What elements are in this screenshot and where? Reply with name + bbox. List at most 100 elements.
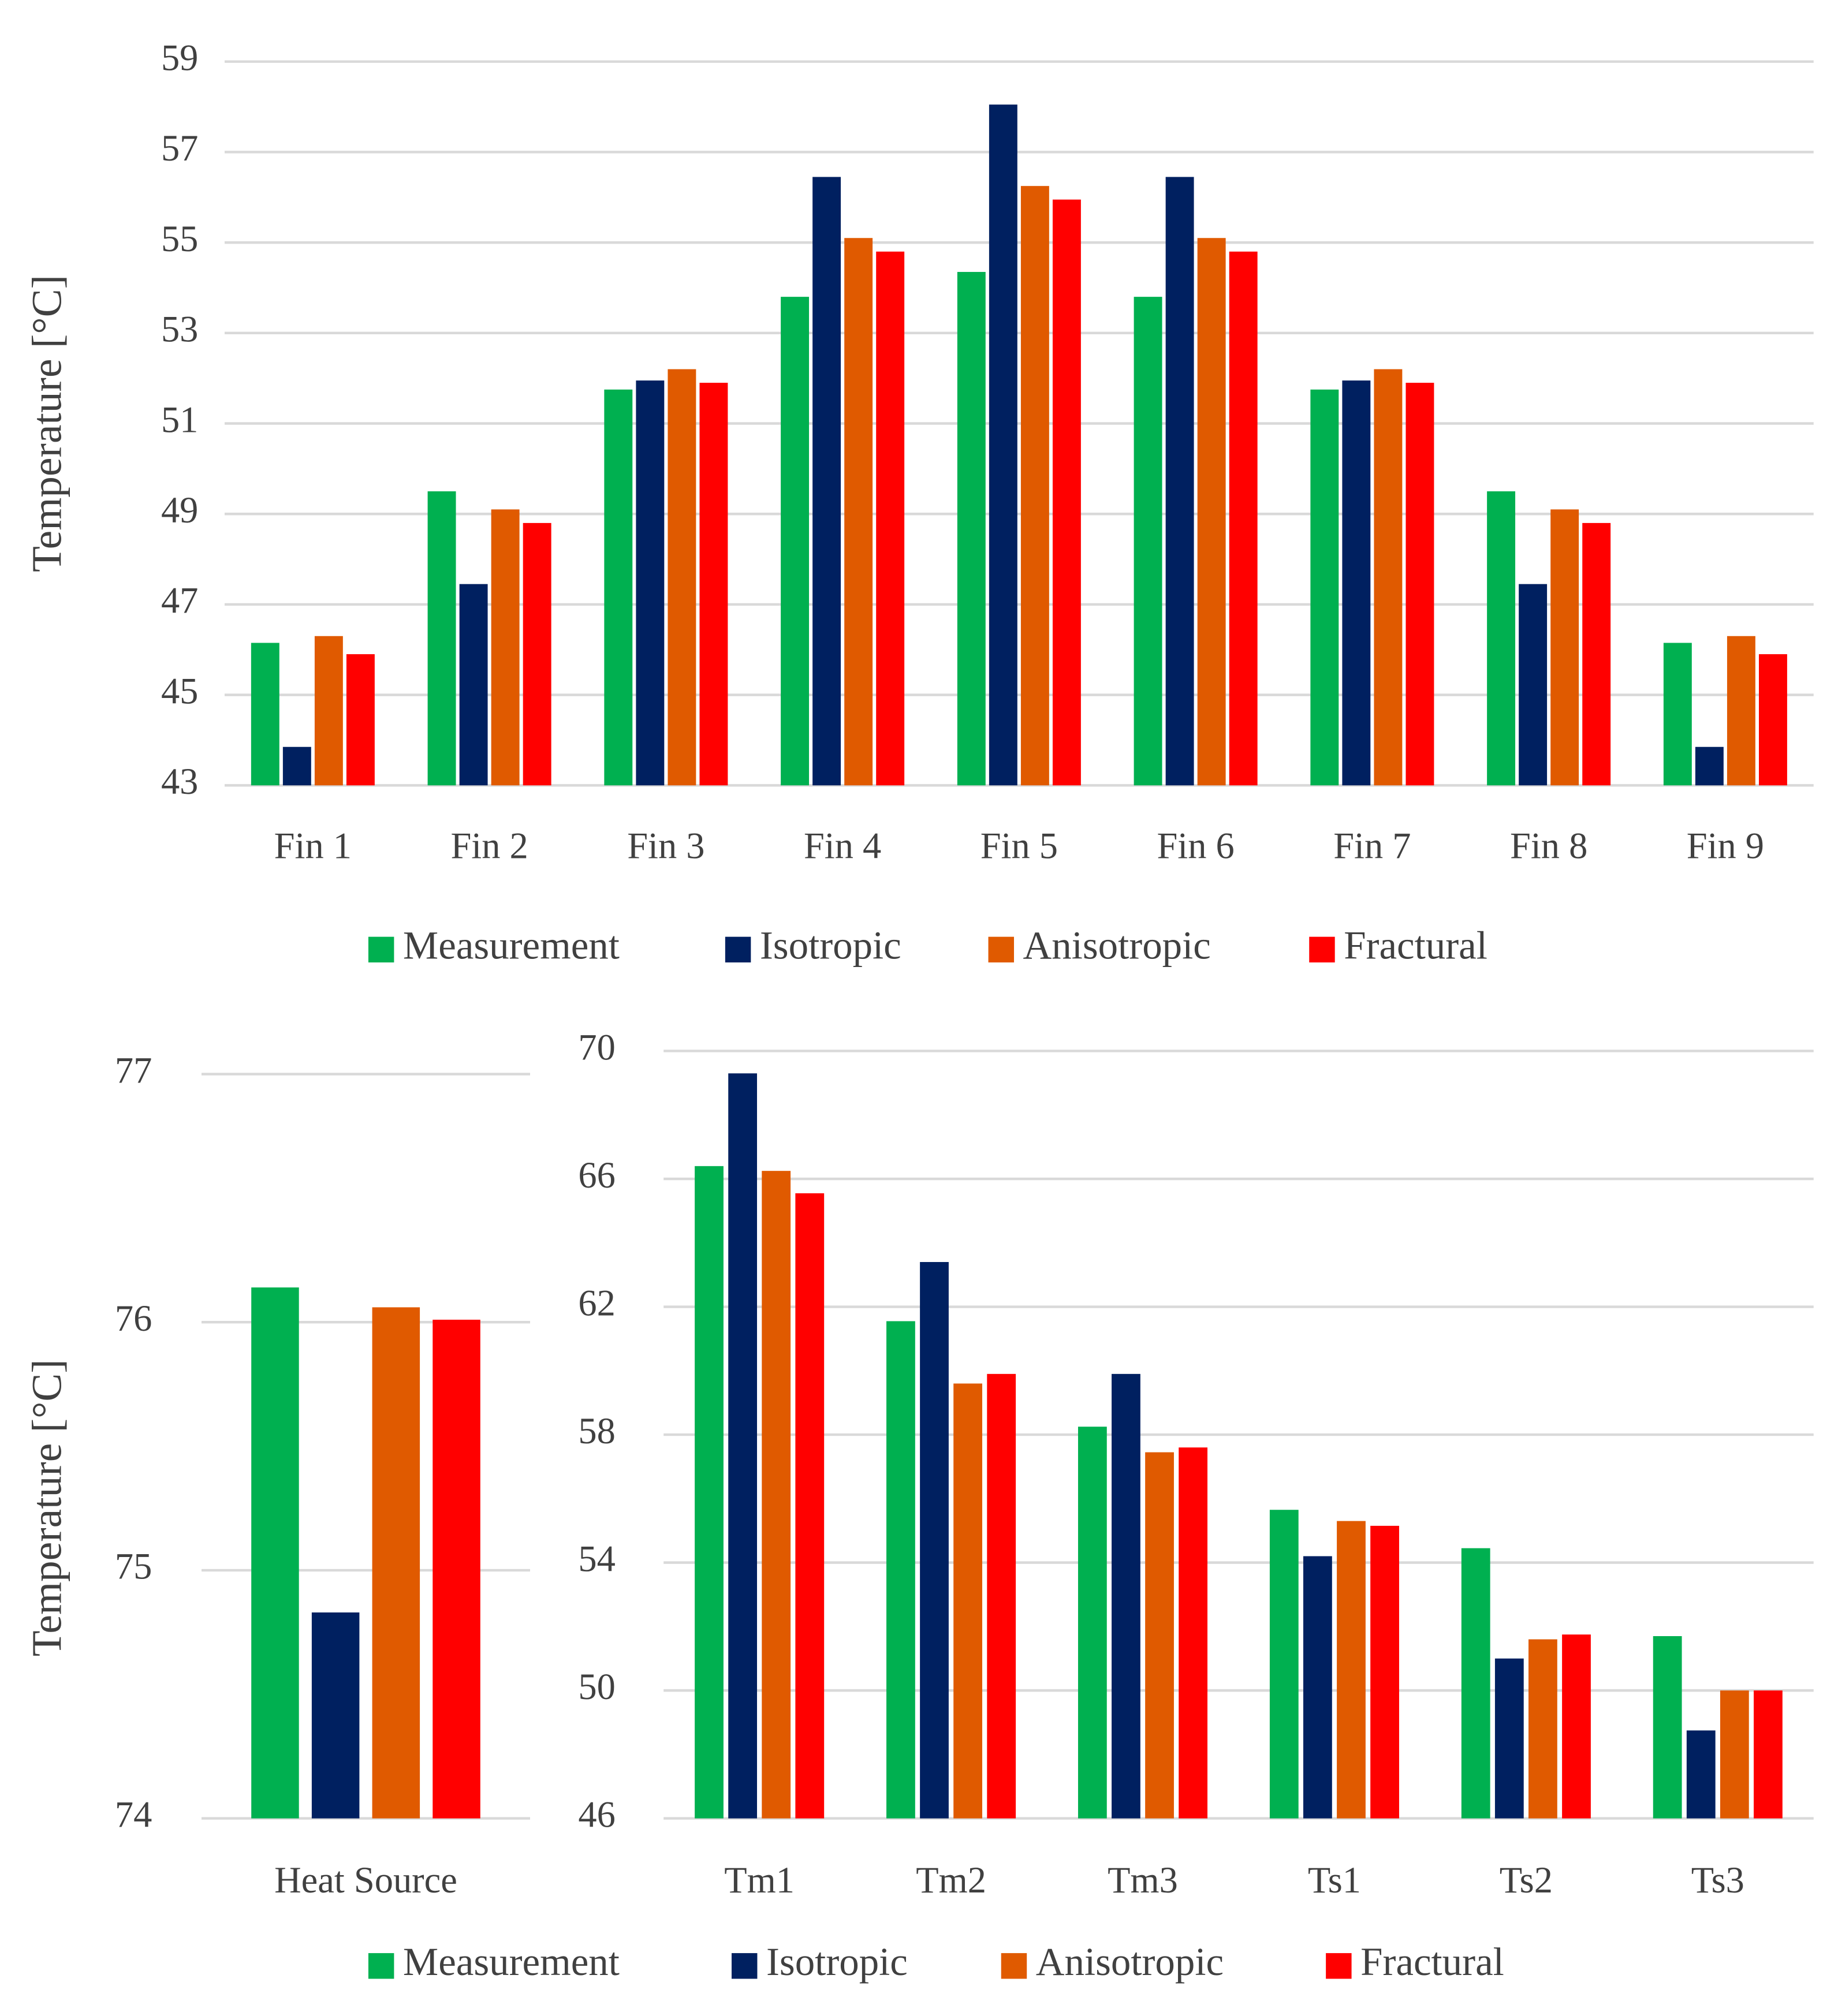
y-tick-label: 47 [161,580,198,621]
x-tick-label: Fin 2 [450,825,528,866]
y-tick-label: 58 [578,1410,615,1451]
bar [604,389,633,786]
y-tick-label: 51 [161,399,198,440]
bar [1370,1525,1399,1819]
bar [1229,251,1258,786]
y-tick-label: 59 [161,37,198,78]
bar [433,1319,480,1819]
legend-label: Anisotropic [1023,924,1211,968]
y-tick-label: 75 [115,1546,152,1587]
bar [523,522,551,786]
x-tick-label: Fin 3 [627,825,704,866]
y-tick-label: 76 [115,1298,152,1339]
bar [876,251,905,786]
bar [314,636,343,786]
legend-swatch [368,936,394,963]
legend-swatch [1309,936,1335,963]
bar [491,509,520,786]
bar [953,1383,983,1819]
x-tick-label: Fin 8 [1510,825,1587,866]
x-tick-label: Heat Source [274,1860,457,1901]
bar [1494,1658,1524,1819]
bar [844,238,873,786]
bar [987,1373,1016,1819]
bar [1165,177,1194,786]
y-tick-label: 46 [578,1794,615,1835]
x-tick-label: Fin 7 [1333,825,1411,866]
bar [1461,1548,1490,1819]
bar [1405,383,1434,786]
bar [1562,1634,1591,1819]
bar [1020,186,1049,786]
x-tick-label: Fin 9 [1687,825,1764,866]
y-tick-label: 50 [578,1666,615,1707]
bar [372,1307,420,1819]
y-tick-label: 45 [161,670,198,711]
y-tick-label: 74 [115,1794,152,1835]
bar [1078,1427,1107,1819]
x-tick-label: Tm1 [724,1860,795,1901]
bar [920,1262,949,1819]
bar [728,1073,757,1819]
bar [1337,1521,1366,1819]
legend-label: Fractural [1360,1940,1504,1984]
x-tick-label: Fin 6 [1157,825,1234,866]
y-tick-label: 55 [161,218,198,259]
legend-swatch [1001,1953,1027,1979]
bar [1342,380,1371,786]
bar [781,297,810,786]
bar [1269,1510,1299,1819]
legend-swatch [725,936,751,963]
bar [1550,509,1579,786]
bar [699,383,728,786]
bar [1145,1452,1174,1819]
bar [812,177,841,786]
y-tick-label: 49 [161,490,198,531]
y-tick-label: 57 [161,128,198,169]
bar [695,1166,724,1819]
bar [762,1171,791,1819]
bar [1052,199,1081,786]
x-tick-label: Ts2 [1500,1860,1553,1901]
y-tick-label: 53 [161,309,198,350]
bar [459,584,488,786]
bar [1582,522,1611,786]
bar [1653,1636,1682,1819]
bar [668,369,696,786]
bar [795,1193,825,1819]
bar [1197,238,1226,786]
bar [886,1321,915,1819]
bar [957,272,986,786]
bar [1134,297,1162,786]
legend-swatch [1326,1953,1352,1979]
y-tick-label: 54 [578,1538,615,1579]
legend-label: Isotropic [766,1940,908,1984]
bar [1310,389,1339,786]
y-axis-title: Temperature [°C] [24,275,70,572]
legend-label: Measurement [403,924,620,968]
bar [1686,1730,1716,1819]
y-tick-label: 43 [161,761,198,802]
bar [1663,643,1692,786]
x-tick-label: Ts1 [1308,1860,1361,1901]
legend-swatch [731,1953,758,1979]
bar [1374,369,1403,786]
legend-label: Fractural [1344,924,1487,968]
y-tick-label: 62 [578,1282,615,1323]
legend-label: Isotropic [760,924,901,968]
x-tick-label: Tm3 [1108,1860,1178,1901]
bar [1487,491,1516,786]
bar [1519,584,1548,786]
y-tick-label: 77 [115,1050,152,1091]
legend-swatch [368,1953,394,1979]
x-tick-label: Tm2 [916,1860,986,1901]
bar [251,1287,299,1819]
bar [282,746,311,786]
bar [1303,1556,1332,1819]
bar [1727,636,1755,786]
bar [1720,1690,1749,1819]
bar [636,380,665,786]
legend-swatch [988,936,1014,963]
